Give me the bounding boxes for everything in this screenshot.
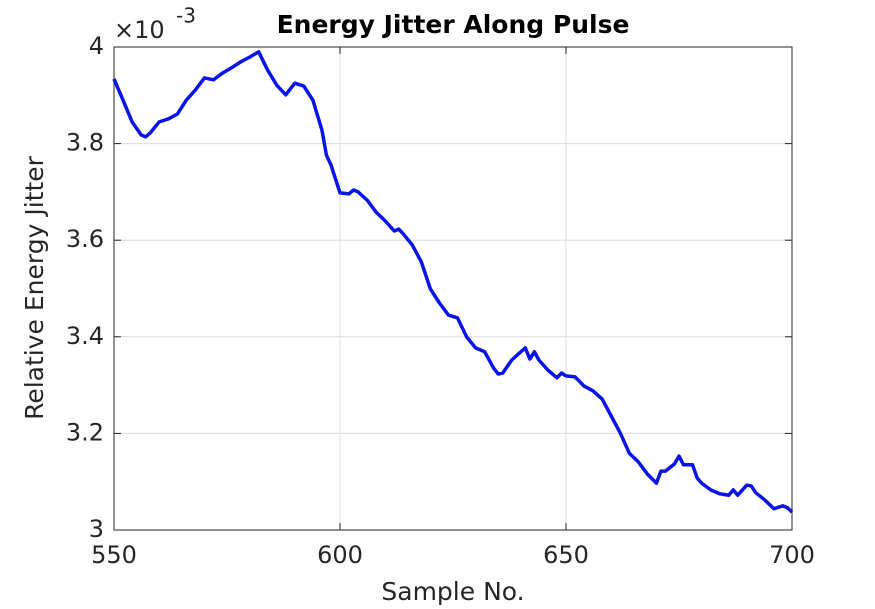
- x-tick-label: 600: [317, 541, 363, 569]
- x-tick-label: 700: [769, 541, 815, 569]
- y-multiplier-exponent: -3: [176, 4, 196, 28]
- y-tick-label: 3.4: [66, 322, 104, 350]
- x-tick-label: 550: [91, 541, 137, 569]
- x-axis-label: Sample No.: [381, 577, 524, 606]
- y-tick-label: 3: [89, 515, 104, 543]
- x-tick-label: 650: [543, 541, 589, 569]
- y-tick-label: 3.8: [66, 129, 104, 157]
- chart-title: Energy Jitter Along Pulse: [277, 10, 630, 39]
- y-tick-label: 4: [89, 32, 104, 60]
- y-multiplier-base: ×10: [114, 16, 165, 44]
- data-line: [112, 50, 794, 514]
- y-tick-label: 3.6: [66, 225, 104, 253]
- y-axis-label: Relative Energy Jitter: [20, 155, 49, 420]
- plot-frame: [113, 46, 793, 531]
- y-tick-label: 3.2: [66, 418, 104, 446]
